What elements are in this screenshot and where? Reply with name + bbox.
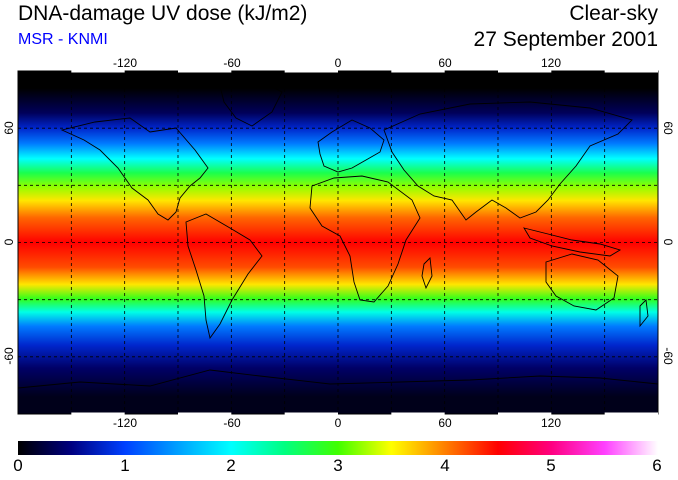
lat-labels-left: 60 0 -60 [2,121,16,365]
colorbar-tick-label: 4 [440,456,450,475]
coastline-indonesia [523,227,622,257]
coastline-asia [383,101,633,221]
lat-label-right: 60 [661,121,675,135]
top-lon-ticks [71,69,658,416]
lat-label-left: 0 [2,238,16,245]
coastline-new-zealand [639,299,649,328]
colorbar [18,441,658,455]
coastline-antarctica [18,369,658,389]
colorbar-tick-label: 3 [333,456,343,475]
coastline-north-america [60,117,209,221]
lon-label-top: 60 [438,56,452,70]
map-frame [17,69,659,416]
coastline-europe [317,119,385,173]
lon-label-top: 120 [541,56,561,70]
lat-label-right: 0 [661,239,675,246]
lon-label-top: 0 [335,56,342,70]
lon-label-bottom: -120 [113,416,137,430]
colorbar-tick-label: 6 [652,456,662,475]
lon-label-top: -60 [223,56,241,70]
lon-labels-top: -120 -60 0 60 120 [113,56,561,70]
sky-condition-label: Clear-sky [569,2,658,25]
coastlines [18,79,658,389]
lat-label-left: -60 [2,347,16,365]
colorbar-tick-label: 2 [226,456,236,475]
colorbar-tick-label: 0 [13,456,23,475]
map-title: DNA-damage UV dose (kJ/m2) [18,2,308,25]
lon-label-bottom: 0 [335,416,342,430]
lon-label-bottom: 60 [438,416,452,430]
lon-label-bottom: -60 [223,416,241,430]
lat-label-right: -60 [661,347,675,365]
coastline-madagascar [421,257,433,290]
coastline-south-america [185,213,263,340]
date-label: 27 September 2001 [473,28,658,51]
coastline-greenland [219,79,283,127]
lon-label-top: -120 [113,56,137,70]
colorbar-tick-label: 5 [546,456,556,475]
coastline-africa [309,175,421,303]
lon-labels-bottom: -120 -60 0 60 120 [113,416,561,430]
colorbar-tick-label: 1 [120,456,130,475]
data-source-label: MSR - KNMI [18,31,108,48]
lon-label-bottom: 120 [541,416,561,430]
lat-label-left: 60 [2,121,16,135]
graticule [18,71,658,414]
lat-labels-right: 60 0 -60 [661,121,675,365]
